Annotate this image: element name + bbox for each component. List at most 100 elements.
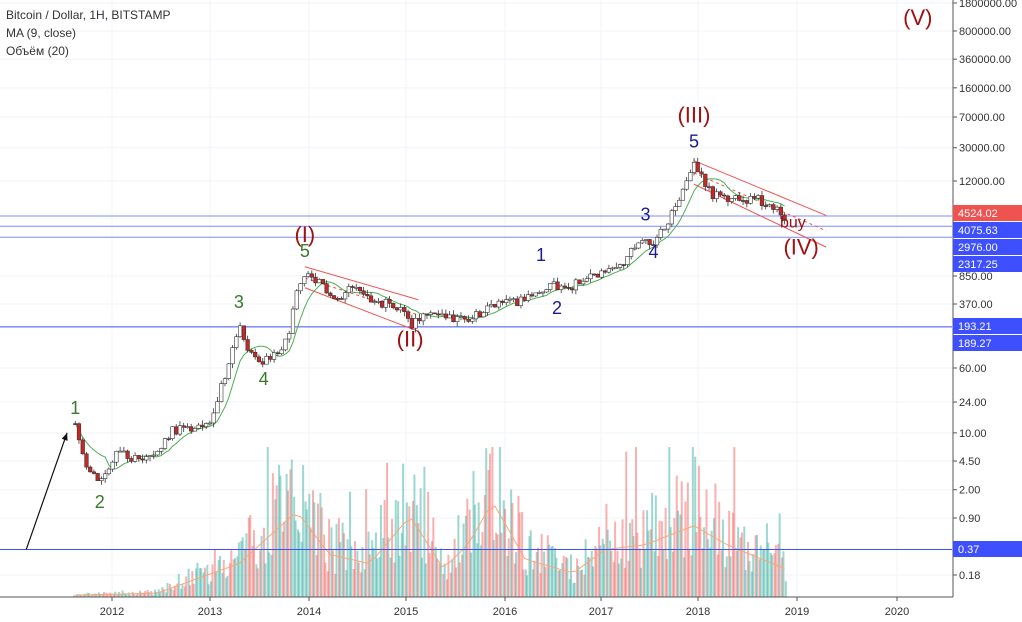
x-tick-label: 2017: [589, 606, 613, 618]
volume-bar: [446, 579, 449, 597]
volume-bar: [409, 551, 412, 597]
volume-bar: [207, 584, 210, 597]
candle-body: [733, 195, 738, 199]
volume-bar: [595, 548, 598, 597]
volume-bar: [131, 591, 134, 597]
volume-bar: [677, 510, 680, 597]
wave-label: 2: [552, 298, 562, 318]
candle-body: [774, 206, 780, 210]
candle-body: [504, 299, 509, 303]
candle-body: [714, 191, 719, 200]
candle-body: [617, 264, 623, 268]
arrow-head: [61, 432, 68, 441]
volume-bar: [155, 591, 158, 597]
volume-bar: [524, 569, 527, 597]
volume-bar: [587, 556, 590, 597]
volume-bar: [673, 518, 676, 597]
wave-label: 1: [70, 398, 80, 418]
price-tag-label: 193.21: [958, 321, 992, 333]
volume-bar: [335, 523, 338, 597]
volume-bar: [701, 548, 704, 597]
volume-bar: [285, 473, 288, 597]
x-tick-label: 2014: [297, 606, 321, 618]
volume-bar: [466, 498, 469, 597]
volume-bar: [439, 548, 442, 597]
candle-body: [402, 307, 407, 312]
wave-label: 5: [689, 132, 699, 152]
candle-body: [647, 239, 652, 245]
candle-body: [118, 450, 123, 453]
candle-body: [354, 287, 359, 289]
candle-body: [677, 199, 682, 207]
volume-bar: [264, 563, 267, 597]
wave-label: 1: [536, 245, 546, 265]
volume-bar: [464, 515, 467, 597]
volume-bar: [203, 567, 206, 597]
volume-bar: [668, 447, 671, 597]
volume-bar: [215, 571, 218, 597]
volume-bar: [566, 558, 569, 597]
volume-bar: [266, 447, 269, 597]
volume-bar: [234, 557, 237, 597]
volume-bar: [557, 570, 560, 597]
volume-bar: [686, 482, 689, 597]
candle-body: [226, 363, 231, 379]
volume-bar: [341, 522, 344, 597]
volume-bar: [287, 490, 289, 597]
volume-bar: [724, 567, 727, 597]
volume-bar: [720, 550, 723, 597]
volume-bar: [192, 583, 195, 597]
volume-bar: [281, 531, 284, 597]
candle-body: [215, 401, 220, 414]
volume-bar: [365, 489, 368, 597]
candle-body: [706, 186, 712, 188]
candle-body: [302, 276, 307, 284]
candle-body: [511, 298, 516, 301]
candle-body: [515, 298, 520, 306]
volume-bar: [660, 521, 663, 597]
volume-bar: [631, 519, 634, 597]
volume-bar: [513, 563, 516, 597]
volume-bar: [638, 548, 641, 597]
volume-bar: [572, 583, 575, 597]
volume-bar: [610, 550, 613, 597]
candle-body: [125, 450, 130, 459]
volume-bar: [628, 522, 631, 597]
candle-body: [222, 378, 228, 384]
volume-bar: [664, 507, 667, 597]
candle-body: [181, 425, 186, 428]
volume-indicator-label[interactable]: Объём (20): [6, 44, 69, 58]
volume-bar: [755, 534, 758, 597]
volume-bar: [394, 499, 397, 597]
volume-bar: [174, 585, 177, 597]
candle-body: [162, 438, 168, 449]
volume-bar: [417, 523, 420, 597]
candle-body: [756, 195, 761, 199]
volume-bar: [528, 536, 531, 597]
volume-bar: [591, 566, 594, 597]
volume-bar: [570, 554, 572, 597]
ma-indicator-label[interactable]: MA (9, close): [6, 26, 77, 40]
candle-body: [473, 311, 479, 320]
volume-bar: [428, 553, 431, 597]
candle-body: [699, 171, 704, 175]
volume-bar: [230, 550, 233, 597]
volume-bar: [259, 550, 262, 597]
candle-body: [562, 285, 567, 288]
symbol-title[interactable]: Bitcoin / Dollar, 1H, BITSTAMP: [6, 8, 171, 22]
candle-body: [324, 283, 329, 294]
volume-bar: [496, 534, 499, 597]
volume-bar: [675, 475, 678, 597]
candle-body: [748, 196, 753, 204]
volume-bar: [202, 572, 205, 597]
candle-body: [207, 422, 212, 425]
volume-bar: [232, 559, 235, 597]
volume-bar: [132, 593, 135, 597]
candle-body: [603, 270, 608, 273]
volume-bar: [691, 447, 694, 597]
volume-bar: [502, 500, 505, 597]
volume-bar: [443, 563, 446, 597]
volume-bar: [274, 499, 277, 597]
volume-bar: [535, 552, 538, 597]
